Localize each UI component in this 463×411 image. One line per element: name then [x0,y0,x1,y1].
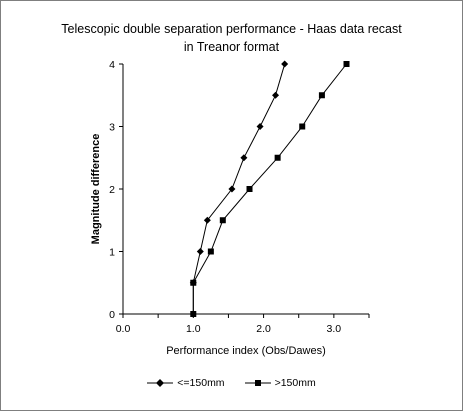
data-point-square [274,154,281,161]
y-tick-label: 1 [109,247,115,259]
data-point-diamond [272,91,280,99]
data-point-square [219,217,226,224]
y-tick-label: 0 [109,309,115,321]
chart-title-line-1: Telescopic double separation performance… [61,22,402,36]
y-tick-label: 4 [109,59,115,71]
y-tick-label: 2 [109,184,115,196]
data-point-square [207,248,214,255]
x-axis-label: Performance index (Obs/Dawes) [166,345,326,357]
legend-square-marker-icon [244,380,271,386]
data-point-square [318,92,325,99]
data-point-diamond [240,154,248,162]
data-point-diamond [228,185,236,193]
y-axis-label: Magnitude difference [90,133,102,245]
data-point-diamond [196,248,204,255]
x-tick-label: 2.0 [256,323,271,335]
legend-label-large: >150mm [274,377,316,389]
legend-diamond-marker-icon [147,379,174,387]
y-tick-label: 3 [109,122,115,134]
data-point-square [190,311,197,317]
legend-item-large: >150mm [244,377,316,389]
legend-label-small: <=150mm [177,377,225,389]
chart-title-line-2: in Treanor format [183,40,280,54]
x-tick-label: 3.0 [327,323,342,335]
series-line-1 [192,63,286,314]
x-tick-label: 0.0 [116,323,131,335]
legend-item-small: <=150mm [147,377,225,389]
data-point-square [343,61,350,67]
data-point-diamond [203,216,211,224]
series-line-2 [192,63,347,314]
legend: <=150mm >150mm [1,377,462,389]
data-point-square [246,186,253,192]
data-point-diamond [256,123,264,130]
data-point-diamond [281,60,289,68]
data-point-square [299,123,306,130]
data-point-square [190,279,197,286]
x-tick-label: 1.0 [186,323,201,335]
